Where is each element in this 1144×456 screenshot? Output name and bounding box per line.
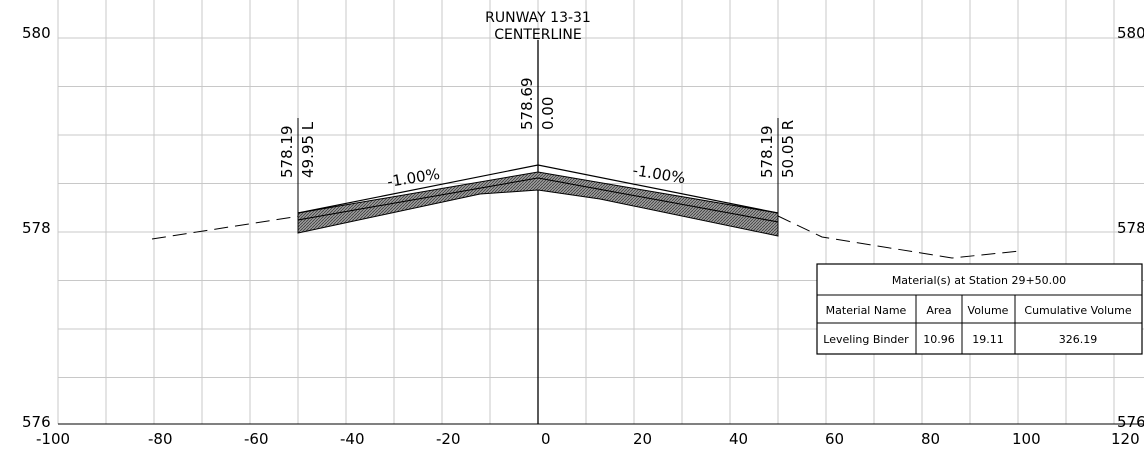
y-label-right-576: 576 bbox=[1117, 413, 1144, 431]
x-label-neg20: -20 bbox=[436, 430, 461, 448]
y-label-right-580: 580 bbox=[1117, 24, 1144, 42]
y-label-580: 580 bbox=[22, 24, 51, 42]
x-label-neg80: -80 bbox=[148, 430, 173, 448]
y-axis-labels-left: 580 578 576 bbox=[22, 24, 51, 431]
center-offset-label: 0.00 bbox=[539, 97, 557, 130]
right-offset-label: 50.05 R bbox=[779, 120, 797, 178]
x-label-neg100: -100 bbox=[36, 430, 70, 448]
x-label-60: 60 bbox=[825, 430, 844, 448]
x-label-80: 80 bbox=[921, 430, 940, 448]
x-label-120: 120 bbox=[1111, 430, 1140, 448]
table-header-volume: Volume bbox=[968, 304, 1009, 317]
x-label-40: 40 bbox=[729, 430, 748, 448]
table-header-cumulative-volume: Cumulative Volume bbox=[1024, 304, 1131, 317]
centerline-title-2: CENTERLINE bbox=[494, 27, 581, 43]
material-table: Material(s) at Station 29+50.00 Material… bbox=[816, 263, 1143, 355]
x-label-20: 20 bbox=[633, 430, 652, 448]
table-header-material-name: Material Name bbox=[826, 304, 907, 317]
table-header-area: Area bbox=[926, 304, 951, 317]
existing-ground-left bbox=[151, 215, 301, 240]
y-label-576: 576 bbox=[22, 413, 51, 431]
pavement-bottom-layer bbox=[297, 177, 779, 237]
table-title: Material(s) at Station 29+50.00 bbox=[892, 274, 1066, 287]
finished-grade-line bbox=[297, 164, 779, 214]
x-label-0: 0 bbox=[541, 430, 551, 448]
left-offset-label: 49.95 L bbox=[299, 121, 317, 178]
y-axis-labels-right: 580 578 576 bbox=[1117, 24, 1144, 431]
y-label-right-578: 578 bbox=[1117, 219, 1144, 237]
existing-ground-right bbox=[777, 215, 1021, 259]
x-label-neg40: -40 bbox=[340, 430, 365, 448]
center-elevation-label: 578.69 bbox=[518, 78, 536, 131]
y-label-578: 578 bbox=[22, 219, 51, 237]
table-border bbox=[816, 263, 1143, 355]
grid bbox=[57, 0, 1144, 425]
table-cell-cumulative-volume: 326.19 bbox=[1059, 333, 1098, 346]
x-label-neg60: -60 bbox=[244, 430, 269, 448]
centerline-title-1: RUNWAY 13-31 bbox=[485, 10, 591, 26]
left-elevation-label: 578.19 bbox=[278, 126, 296, 179]
x-axis-labels: -100 -80 -60 -40 -20 0 20 40 60 80 100 1… bbox=[36, 430, 1140, 448]
table-cell-area: 10.96 bbox=[923, 333, 955, 346]
table-cell-material: Leveling Binder bbox=[823, 333, 909, 346]
right-elevation-label: 578.19 bbox=[758, 126, 776, 179]
table-cell-volume: 19.11 bbox=[972, 333, 1004, 346]
x-label-100: 100 bbox=[1012, 430, 1041, 448]
